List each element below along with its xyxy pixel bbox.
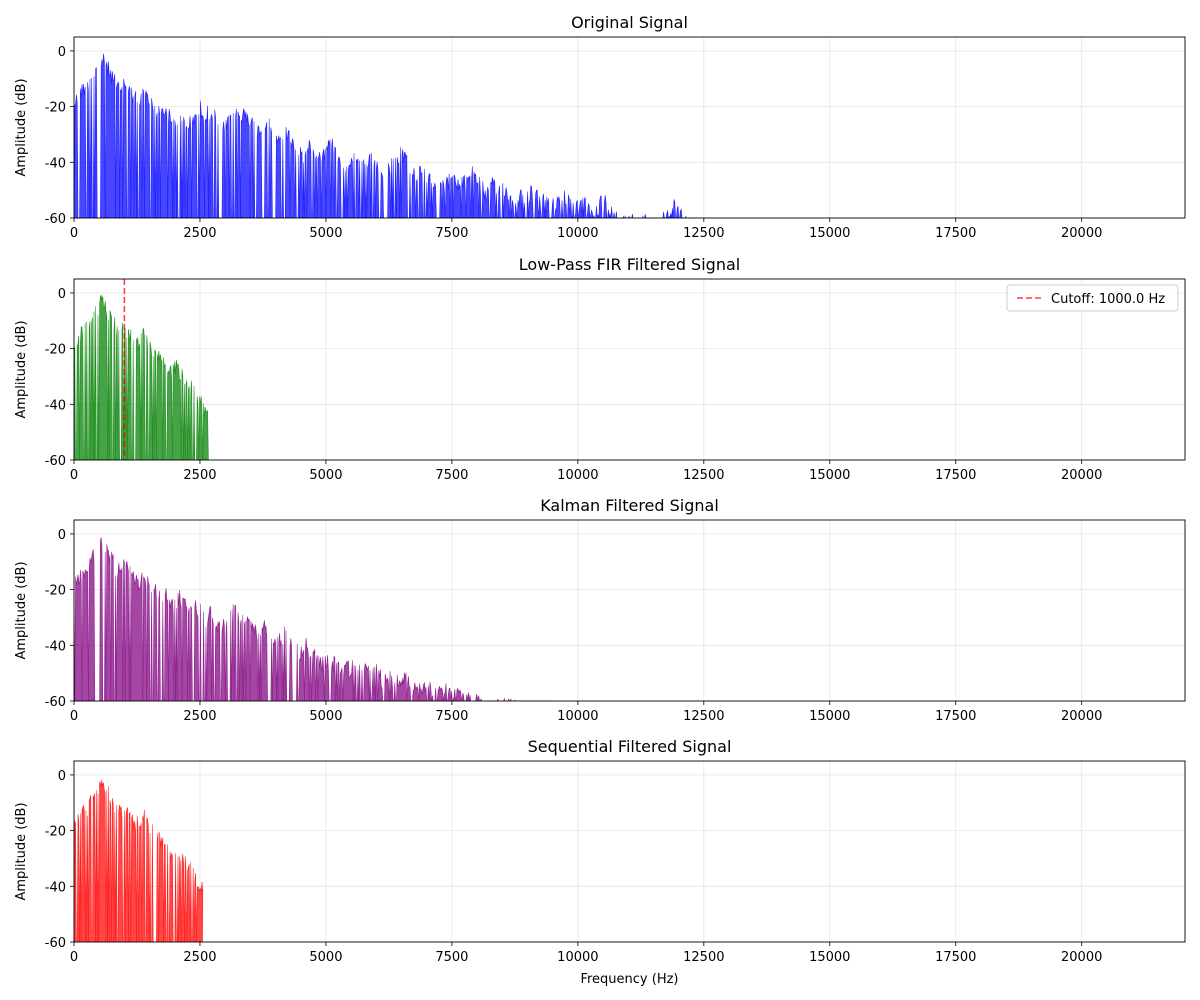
x-tick-label: 0 (70, 226, 78, 241)
legend: Cutoff: 1000.0 Hz (1006, 284, 1179, 312)
spectrum-series-0 (74, 53, 715, 218)
y-tick-label: -40 (45, 156, 66, 171)
y-tick-label: -40 (45, 639, 66, 654)
x-tick-label: 20000 (1061, 950, 1102, 965)
plot-frame (73, 36, 1186, 219)
y-tick-label: -40 (45, 880, 66, 895)
x-tick-label: 15000 (809, 709, 850, 724)
x-tick-label: 17500 (935, 709, 976, 724)
x-tick-label: 2500 (183, 950, 216, 965)
y-axis-label: Amplitude (dB) (14, 561, 29, 659)
x-tick-label: 5000 (309, 226, 342, 241)
x-tick-label: 20000 (1061, 226, 1102, 241)
legend-box (1006, 284, 1179, 312)
x-tick-label: 17500 (935, 950, 976, 965)
chart-title: Kalman Filtered Signal (540, 496, 719, 515)
x-tick-label: 5000 (309, 709, 342, 724)
y-axis-label: Amplitude (dB) (14, 78, 29, 176)
y-tick-label: -60 (45, 212, 66, 227)
x-tick-label: 12500 (683, 226, 724, 241)
chart-title: Original Signal (571, 13, 688, 32)
x-tick-label: 0 (70, 709, 78, 724)
x-tick-label: 7500 (435, 709, 468, 724)
y-tick-label: -40 (45, 398, 66, 413)
y-tick-label: -60 (45, 695, 66, 710)
x-tick-label: 10000 (557, 468, 598, 483)
spectrum-series-0 (74, 537, 554, 701)
x-tick-label: 10000 (557, 709, 598, 724)
y-axis-label: Amplitude (dB) (14, 802, 29, 900)
x-tick-label: 15000 (809, 950, 850, 965)
y-tick-label: -20 (45, 101, 66, 116)
chart-panel-2: 0 2500 5000 7500 10000 12500 15000 17500 200000-… (14, 496, 1186, 724)
x-tick-label: 0 (70, 950, 78, 965)
x-tick-label: 15000 (809, 226, 850, 241)
x-tick-label: 7500 (435, 468, 468, 483)
legend-label: Cutoff: 1000.0 Hz (1051, 292, 1165, 307)
spectrum-series-0 (74, 779, 204, 942)
y-tick-label: 0 (58, 769, 66, 784)
chart-title: Sequential Filtered Signal (528, 737, 732, 756)
plot-frame (73, 519, 1186, 702)
x-tick-label: 20000 (1061, 709, 1102, 724)
x-tick-label: 10000 (557, 226, 598, 241)
x-tick-label: 12500 (683, 468, 724, 483)
y-axis-label: Amplitude (dB) (14, 320, 29, 418)
x-tick-label: 2500 (183, 468, 216, 483)
y-tick-label: 0 (58, 528, 66, 543)
x-tick-label: 0 (70, 468, 78, 483)
x-tick-label: 20000 (1061, 468, 1102, 483)
y-tick-label: -60 (45, 454, 66, 469)
x-tick-label: 12500 (683, 950, 724, 965)
y-tick-label: 0 (58, 287, 66, 302)
x-tick-label: 7500 (435, 950, 468, 965)
y-tick-label: -20 (45, 825, 66, 840)
y-tick-label: 0 (58, 45, 66, 60)
x-tick-label: 10000 (557, 950, 598, 965)
plot-frame (73, 760, 1186, 943)
x-tick-label: 17500 (935, 226, 976, 241)
x-tick-label: 7500 (435, 226, 468, 241)
chart-panel-3: 0 2500 5000 7500 10000 12500 15000 17500 200000-… (14, 737, 1186, 987)
x-tick-label: 5000 (309, 468, 342, 483)
y-tick-label: -20 (45, 584, 66, 599)
plot-frame (73, 278, 1186, 461)
y-tick-label: -20 (45, 343, 66, 358)
chart-title: Low-Pass FIR Filtered Signal (519, 255, 740, 274)
x-axis-label: Frequency (Hz) (580, 972, 678, 987)
chart-panel-0: 0 2500 5000 7500 10000 12500 15000 17500 200000-… (14, 13, 1186, 241)
x-tick-label: 15000 (809, 468, 850, 483)
x-tick-label: 2500 (183, 226, 216, 241)
spectrum-series-0 (74, 294, 209, 460)
x-tick-label: 17500 (935, 468, 976, 483)
chart-panel-1: 0 2500 5000 7500 10000 12500 15000 17500 200000-… (14, 255, 1186, 483)
x-tick-label: 5000 (309, 950, 342, 965)
y-tick-label: -60 (45, 936, 66, 951)
x-tick-label: 12500 (683, 709, 724, 724)
x-tick-label: 2500 (183, 709, 216, 724)
